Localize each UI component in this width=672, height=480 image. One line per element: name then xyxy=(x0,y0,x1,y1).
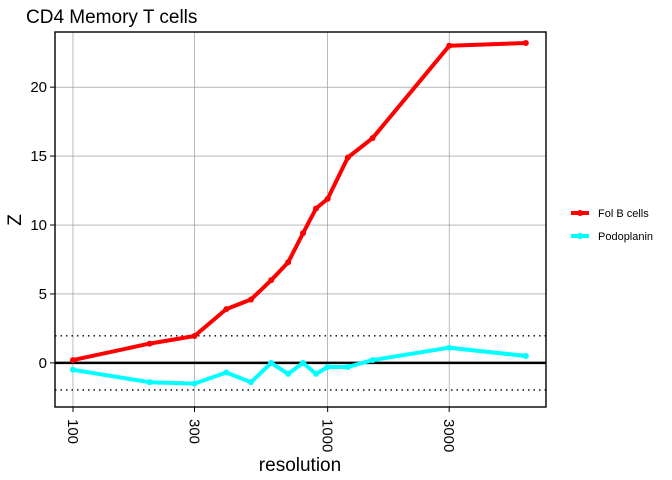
data-point xyxy=(344,364,351,371)
data-point xyxy=(247,296,254,303)
data-point xyxy=(324,364,331,371)
legend: Fol B cells Podoplanin xyxy=(571,208,653,243)
legend-label: Fol B cells xyxy=(598,208,649,220)
x-tick-label: 100 xyxy=(64,419,81,444)
y-tick-label: 15 xyxy=(30,148,47,165)
y-tick-label: 20 xyxy=(30,79,47,96)
data-point xyxy=(223,306,230,313)
x-tick-label: 3000 xyxy=(440,419,457,452)
data-point xyxy=(223,369,230,376)
x-axis-title: resolution xyxy=(259,455,341,476)
data-point xyxy=(191,332,198,339)
data-point xyxy=(313,370,320,377)
x-tick-label: 300 xyxy=(185,419,202,444)
data-point xyxy=(285,370,292,377)
data-point xyxy=(446,344,453,351)
data-point xyxy=(191,380,198,387)
data-point xyxy=(268,359,275,366)
data-point xyxy=(285,259,292,266)
data-point xyxy=(369,135,376,142)
chart-title: CD4 Memory T cells xyxy=(26,7,197,28)
y-tick-label: 5 xyxy=(39,286,47,303)
data-point xyxy=(369,357,376,364)
data-point xyxy=(344,154,351,161)
data-point xyxy=(146,340,153,347)
data-point xyxy=(299,359,306,366)
legend-key-point xyxy=(577,210,583,216)
data-point xyxy=(146,379,153,386)
data-point xyxy=(324,195,331,202)
data-point xyxy=(69,366,76,373)
series-line xyxy=(71,345,528,386)
data-point xyxy=(69,357,76,364)
data-point xyxy=(446,42,453,49)
series-line xyxy=(71,41,528,363)
panel-border xyxy=(54,31,547,408)
data-point xyxy=(299,230,306,237)
y-axis-title: Z xyxy=(5,214,26,226)
series-group xyxy=(69,40,529,387)
y-tick-label: 0 xyxy=(39,355,47,372)
axis-ticks: 100 300 1000 3000 0 5 10 15 20 xyxy=(30,79,457,452)
legend-key-point xyxy=(577,233,583,239)
data-point xyxy=(522,352,529,359)
data-point xyxy=(268,277,275,284)
legend-label: Podoplanin xyxy=(598,231,653,243)
data-point xyxy=(313,205,320,212)
y-tick-label: 10 xyxy=(30,217,47,234)
x-tick-label: 1000 xyxy=(319,419,336,452)
data-point xyxy=(247,379,254,386)
data-point xyxy=(522,40,529,47)
